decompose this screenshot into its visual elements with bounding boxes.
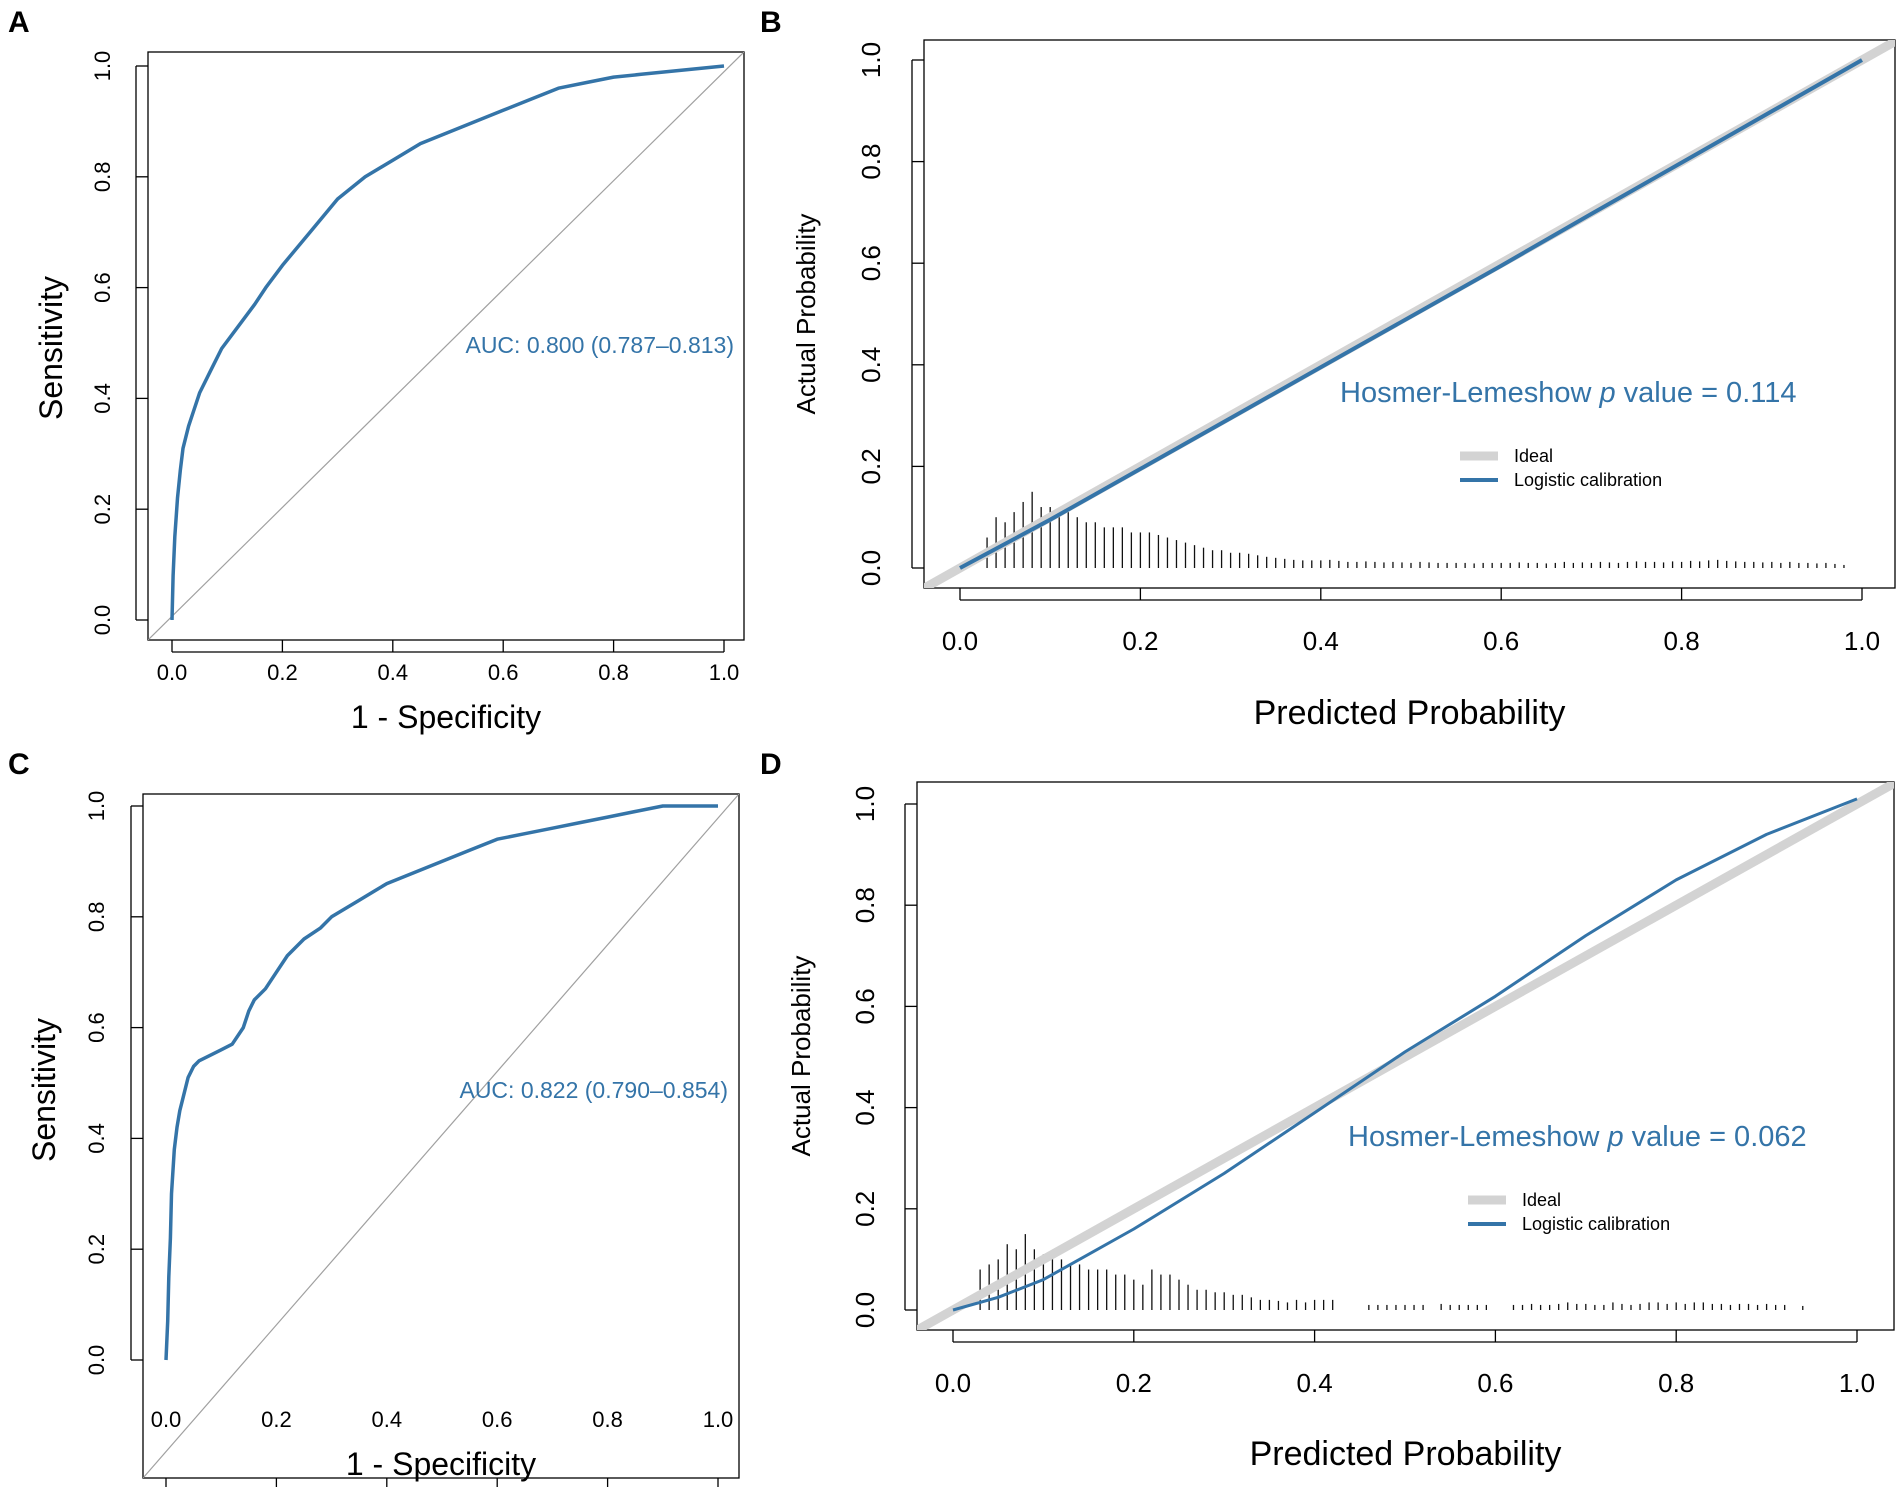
y-tick-label: 0.4 (90, 383, 115, 414)
legend-calibration-label: Logistic calibration (1514, 470, 1662, 490)
legend-ideal-label: Ideal (1514, 446, 1553, 466)
calibration-curve (959, 58, 1863, 570)
y-tick-label: 1.0 (850, 786, 880, 822)
hl-suffix: value = 0.062 (1624, 1121, 1807, 1153)
x-tick-label: 0.2 (1122, 626, 1158, 656)
legend-ideal-label: Ideal (1522, 1190, 1561, 1210)
y-tick-label: 0.2 (856, 448, 886, 484)
x-tick-label: 0.8 (598, 660, 629, 685)
x-tick-label: 0.8 (1664, 626, 1700, 656)
panel-letter-d: D (760, 748, 782, 781)
x-tick-label: 0.6 (1483, 626, 1519, 656)
y-tick-label: 0.8 (856, 144, 886, 180)
y-axis-title: Actual Probability (791, 214, 821, 415)
x-tick-label: 0.0 (157, 660, 188, 685)
panel-b: 0.0 0.2 0.4 0.6 0.8 1.0 0.0 0.2 0.4 0.6 0.8 1.0 Pred… (791, 39, 1896, 732)
roc-curve (164, 804, 718, 1361)
hl-p: p (1598, 377, 1615, 409)
x-tick-label: 0.0 (942, 626, 978, 656)
x-tick-label: 0.8 (592, 1407, 623, 1432)
x-tick-label: 0.2 (261, 1407, 292, 1432)
reference-diagonal (148, 52, 744, 640)
y-tick-label: 0.0 (850, 1292, 880, 1328)
y-tick-label: 0.6 (856, 245, 886, 281)
panel-a: 0.0 0.2 0.4 0.6 0.8 1.0 0.0 0.2 0.4 0.6 0.8 1.0 1 - … (33, 51, 745, 735)
y-tick-label: 0.6 (90, 272, 115, 303)
y-tick-label: 0.8 (84, 902, 109, 933)
x-tick-label: 0.4 (378, 660, 409, 685)
auc-annotation: AUC: 0.822 (0.790–0.854) (459, 1077, 728, 1103)
x-axis-title: Predicted Probability (1254, 694, 1566, 732)
plot-area (143, 794, 739, 1478)
y-tick-label: 0.2 (90, 494, 115, 525)
hl-prefix: Hosmer-Lemeshow (1340, 377, 1599, 409)
plot-frame (147, 51, 745, 641)
panel-c: 0.0 0.2 0.4 0.6 0.8 1.0 0.0 0.2 0.4 0.6 0.8 1.0 1 - … (26, 791, 740, 1487)
hl-suffix: value = 0.114 (1616, 377, 1797, 409)
x-tick-label: 0.6 (488, 660, 519, 685)
hosmer-lemeshow-annotation: Hosmer-Lemeshow p value = 0.062 (1348, 1121, 1807, 1153)
y-tick-label: 1.0 (856, 42, 886, 78)
roc-curve (170, 64, 725, 621)
hl-prefix: Hosmer-Lemeshow (1348, 1121, 1607, 1153)
auc-annotation: AUC: 0.800 (0.787–0.813) (465, 332, 734, 358)
panel-d: 0.0 0.2 0.4 0.6 0.8 1.0 0.0 0.2 0.4 0.6 0.8 1.0 Pred… (786, 781, 1895, 1473)
x-tick-label: 0.4 (1297, 1368, 1333, 1398)
y-tick-label: 0.6 (84, 1012, 109, 1043)
x-tick-label: 0.0 (935, 1368, 971, 1398)
plot-frame (916, 781, 1895, 1331)
y-tick-label: 0.0 (84, 1345, 109, 1376)
y-tick-label: 0.8 (90, 162, 115, 193)
x-tick-label: 1.0 (1839, 1368, 1875, 1398)
legend-calibration-label: Logistic calibration (1522, 1214, 1670, 1234)
y-axis-title: Sensitivity (33, 276, 69, 420)
calibration-curve (952, 797, 1858, 1312)
plot-area (924, 40, 1895, 588)
plot-frame (142, 793, 740, 1479)
panel-letter-c: C (8, 748, 30, 781)
hl-p: p (1606, 1121, 1623, 1153)
x-tick-label: 1.0 (709, 660, 740, 685)
panel-letter-a: A (8, 6, 30, 39)
y-tick-label: 0.0 (90, 605, 115, 636)
y-tick-label: 1.0 (84, 791, 109, 822)
plot-area (148, 52, 744, 640)
x-tick-label: 0.4 (1303, 626, 1339, 656)
y-tick-label: 0.4 (856, 347, 886, 383)
y-axis-title: Actual Probability (786, 956, 816, 1157)
x-tick-label: 0.6 (482, 1407, 513, 1432)
x-axis-title: Predicted Probability (1250, 1435, 1562, 1473)
y-tick-label: 0.2 (850, 1191, 880, 1227)
ideal-line (917, 782, 1894, 1330)
y-tick-label: 0.4 (84, 1123, 109, 1154)
x-tick-label: 1.0 (703, 1407, 734, 1432)
y-tick-label: 0.0 (856, 550, 886, 586)
x-tick-label: 0.8 (1658, 1368, 1694, 1398)
plot-area (917, 782, 1894, 1330)
panel-letter-b: B (760, 6, 782, 39)
y-tick-label: 0.4 (850, 1090, 880, 1126)
y-axis-title: Sensitivity (26, 1018, 62, 1162)
x-tick-label: 0.6 (1477, 1368, 1513, 1398)
reference-diagonal (143, 794, 739, 1478)
x-tick-label: 0.2 (1116, 1368, 1152, 1398)
y-tick-label: 0.8 (850, 887, 880, 923)
x-tick-label: 0.0 (151, 1407, 182, 1432)
hosmer-lemeshow-annotation: Hosmer-Lemeshow p value = 0.114 (1340, 377, 1796, 409)
x-tick-label: 1.0 (1844, 626, 1880, 656)
y-tick-label: 0.2 (84, 1234, 109, 1265)
x-tick-label: 0.4 (372, 1407, 403, 1432)
y-tick-label: 0.6 (850, 988, 880, 1024)
x-axis-title: 1 - Specificity (346, 1446, 536, 1482)
x-axis-title: 1 - Specificity (351, 699, 541, 735)
x-tick-label: 0.2 (267, 660, 298, 685)
y-tick-label: 1.0 (90, 51, 115, 82)
plot-frame (923, 39, 1896, 589)
